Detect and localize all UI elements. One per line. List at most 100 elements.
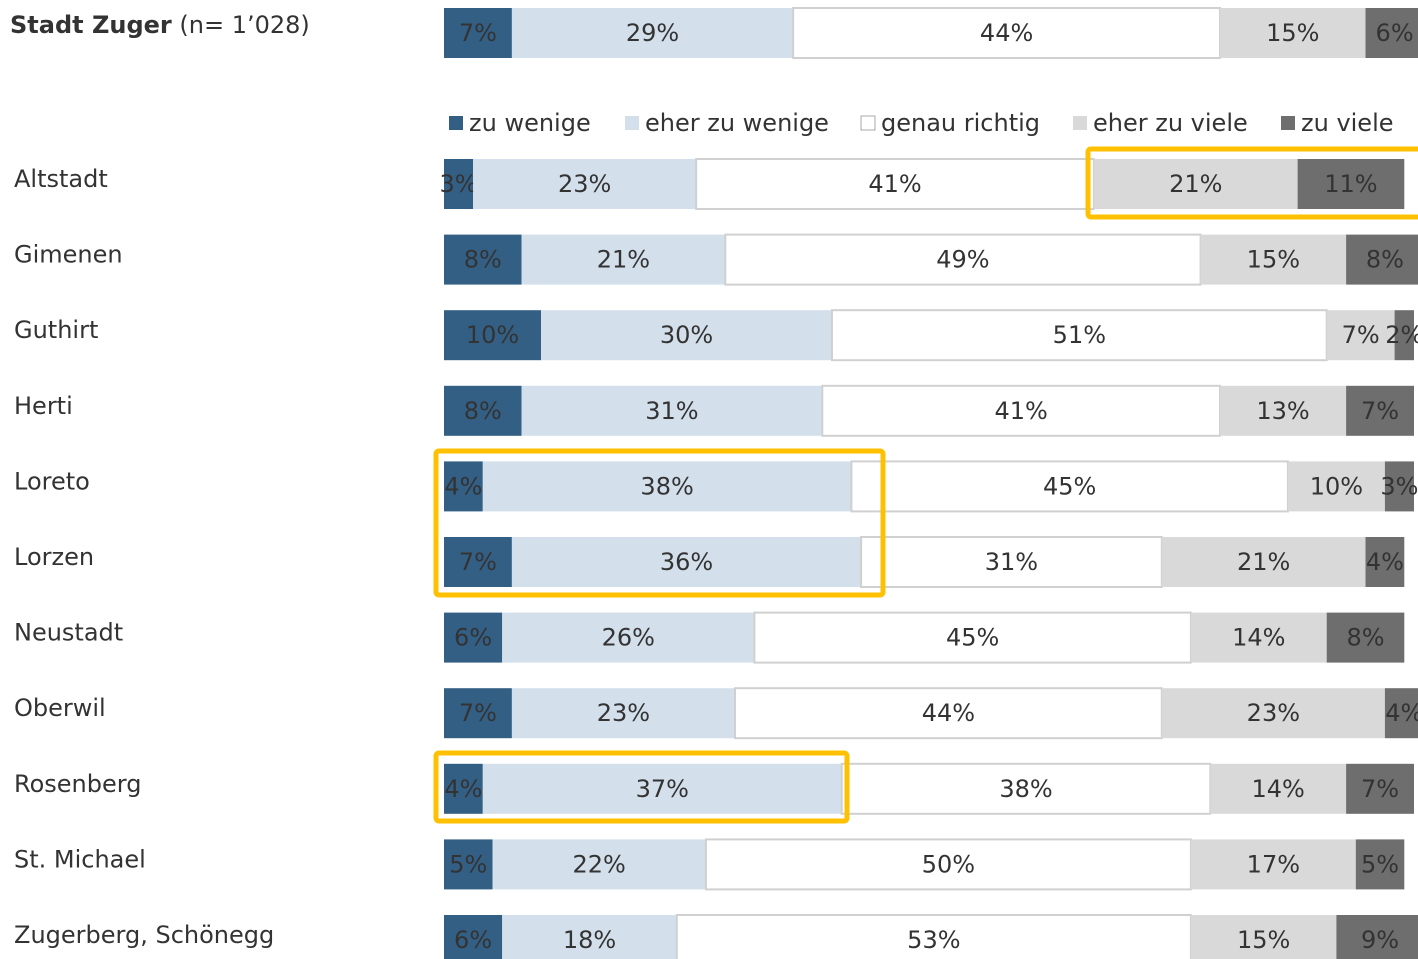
bar-segment — [444, 310, 541, 361]
value-label: 31% — [645, 397, 698, 425]
highlights — [433, 146, 1418, 824]
value-label: 5% — [449, 850, 487, 878]
highlight-box — [433, 750, 850, 824]
category-label: Guthirt — [14, 316, 98, 344]
value-label: 7% — [459, 548, 497, 576]
bar-segment — [1326, 310, 1395, 361]
bar-segment — [1190, 839, 1356, 890]
value-label: 10% — [466, 321, 519, 349]
bar-segment — [492, 839, 706, 890]
value-label: 3% — [1380, 472, 1418, 500]
bar-segment — [1161, 537, 1366, 587]
value-label: 15% — [1237, 926, 1290, 954]
bar-segment — [444, 839, 493, 890]
value-label: 9% — [1361, 926, 1399, 954]
value-label: 6% — [1376, 19, 1414, 47]
legend-label: zu viele — [1301, 109, 1394, 137]
value-label: 51% — [1053, 321, 1106, 349]
legend-swatch — [449, 116, 463, 130]
overall-label: Stadt Zuger (n= 1’028) — [10, 11, 310, 39]
value-label: 21% — [597, 246, 650, 274]
category-label: Stadt Zuger — [10, 11, 172, 39]
legend-label: eher zu wenige — [645, 109, 829, 137]
bar-segment — [473, 159, 697, 209]
bar-segment — [521, 234, 726, 285]
bar-segment — [502, 915, 677, 959]
value-label: 23% — [558, 170, 611, 198]
bar-segment — [675, 914, 1192, 959]
value-label: 38% — [999, 775, 1052, 803]
value-label: 21% — [1237, 548, 1290, 576]
bar-segment — [1161, 688, 1385, 739]
bar-segment — [482, 461, 852, 512]
value-label: 30% — [660, 321, 713, 349]
bar-segment — [1346, 385, 1414, 436]
bar-segment — [1346, 763, 1414, 814]
value-label: 36% — [660, 548, 713, 576]
bar-segment — [511, 688, 735, 739]
value-label: 45% — [1043, 472, 1096, 500]
bar-segment — [1326, 612, 1405, 663]
bar-segment — [444, 8, 512, 58]
value-label: 23% — [597, 699, 650, 727]
value-label: 10% — [1310, 472, 1363, 500]
value-label: 13% — [1256, 397, 1309, 425]
legend-label: zu wenige — [469, 109, 591, 137]
legend-swatch — [625, 116, 639, 130]
bar-segment — [753, 611, 1192, 664]
value-label: 31% — [985, 548, 1038, 576]
legend-swatch — [1281, 116, 1295, 130]
sample-note: (n= 1’028) — [179, 11, 309, 39]
category-label: Lorzen — [14, 543, 94, 571]
bar-segment — [1384, 688, 1418, 739]
value-label: 29% — [626, 19, 679, 47]
value-label: 45% — [946, 624, 999, 652]
category-label: Herti — [14, 392, 73, 420]
value-label: 14% — [1232, 624, 1285, 652]
value-label: 7% — [1342, 321, 1380, 349]
bar-segment — [444, 612, 503, 663]
bar-segment — [511, 537, 862, 587]
category-label: Rosenberg — [14, 770, 141, 798]
bar-segment — [1210, 763, 1347, 814]
value-label: 37% — [636, 775, 689, 803]
value-label: 8% — [1346, 624, 1384, 652]
bar-segment — [831, 309, 1328, 362]
bar-segment — [1200, 234, 1347, 285]
bar-segment — [444, 385, 522, 436]
bar-segment — [444, 234, 522, 285]
value-label: 15% — [1247, 246, 1300, 274]
value-label: 50% — [922, 850, 975, 878]
value-label: 4% — [1385, 699, 1418, 727]
value-label: 26% — [602, 624, 655, 652]
value-label: 7% — [459, 699, 497, 727]
bar-segment — [840, 762, 1212, 815]
value-label: 44% — [980, 19, 1033, 47]
highlight-box — [433, 448, 886, 598]
legend-swatch — [860, 115, 876, 131]
value-label: 7% — [1361, 397, 1399, 425]
bar-segment — [511, 8, 794, 58]
category-label: St. Michael — [14, 845, 146, 873]
bar-segment — [444, 688, 512, 739]
bar-segment — [1190, 915, 1337, 959]
bar-segment — [444, 537, 512, 587]
bar-segment — [1394, 310, 1414, 361]
value-label: 23% — [1247, 699, 1300, 727]
value-label: 22% — [573, 850, 626, 878]
value-label: 5% — [1361, 850, 1399, 878]
value-label: 14% — [1252, 775, 1305, 803]
value-label: 44% — [922, 699, 975, 727]
category-label: Neustadt — [14, 619, 123, 647]
value-label: 4% — [1366, 548, 1404, 576]
bar-segment — [704, 838, 1192, 891]
value-label: 8% — [1366, 246, 1404, 274]
highlight-box — [1085, 146, 1418, 220]
value-label: 49% — [936, 246, 989, 274]
value-label: 15% — [1266, 19, 1319, 47]
category-label: Altstadt — [14, 165, 108, 193]
bar-segment — [521, 385, 823, 436]
value-label: 38% — [640, 472, 693, 500]
value-label: 7% — [1361, 775, 1399, 803]
